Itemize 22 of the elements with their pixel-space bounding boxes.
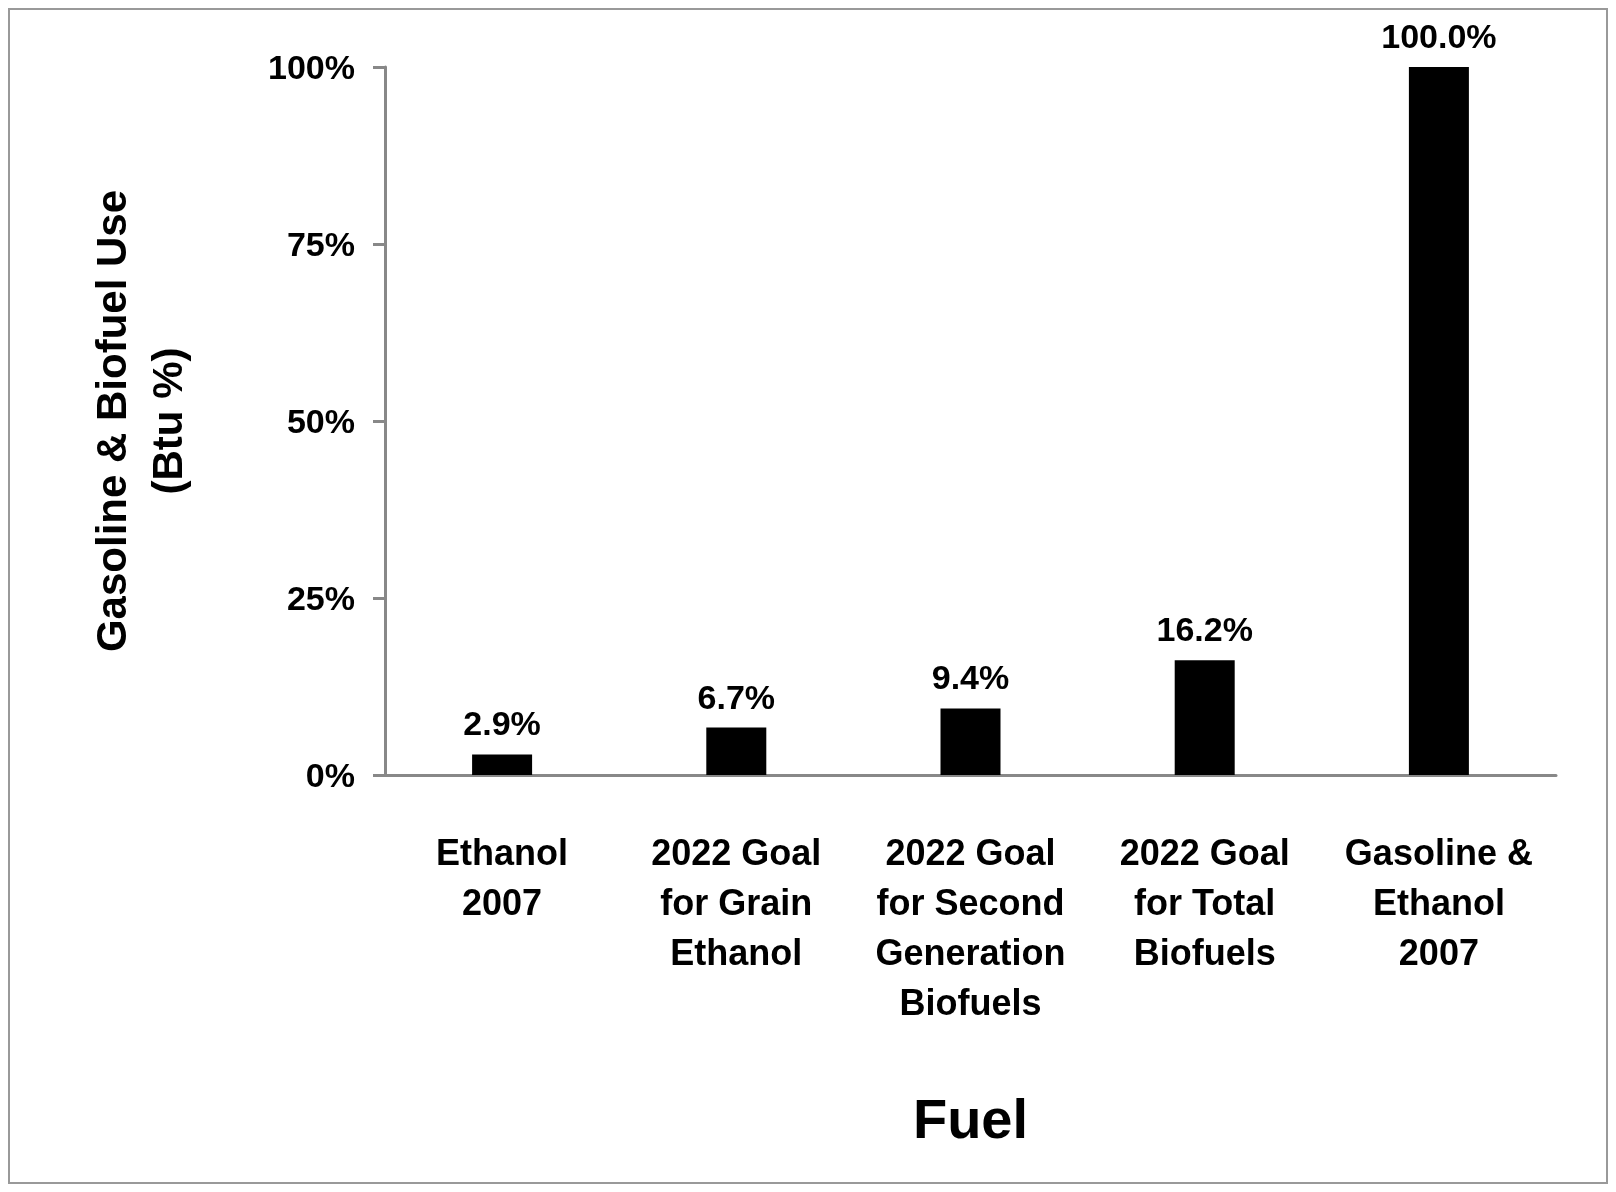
x-tick-label: 2022 Goal for Total Biofuels bbox=[1119, 831, 1290, 973]
bar bbox=[472, 754, 533, 775]
data-label: 2.9% bbox=[463, 704, 541, 743]
bar bbox=[706, 727, 767, 775]
bar bbox=[1408, 67, 1469, 775]
x-axis-title: Fuel bbox=[912, 1086, 1029, 1150]
y-tick-label: 75% bbox=[286, 225, 355, 263]
x-tick-label: Ethanol 2007 bbox=[436, 831, 569, 923]
bar bbox=[1174, 660, 1235, 775]
data-label: 16.2% bbox=[1156, 610, 1253, 649]
data-label: 9.4% bbox=[931, 658, 1010, 697]
y-tick-label: 0% bbox=[305, 756, 355, 794]
y-axis-title: Gasoline & Biofuel Use (Btu %) bbox=[87, 189, 191, 653]
y-tick-label: 50% bbox=[286, 402, 355, 440]
x-tick-label: 2022 Goal for Second Generation Biofuels bbox=[875, 831, 1066, 1023]
bar bbox=[940, 708, 1001, 775]
data-label: 6.7% bbox=[697, 677, 776, 716]
x-tick-label: Gasoline & Ethanol 2007 bbox=[1344, 831, 1533, 973]
data-label: 100.0% bbox=[1381, 17, 1497, 55]
x-tick-label: 2022 Goal for Grain Ethanol bbox=[651, 831, 822, 973]
y-tick-label: 25% bbox=[286, 579, 355, 617]
y-tick-label: 100% bbox=[268, 48, 355, 86]
